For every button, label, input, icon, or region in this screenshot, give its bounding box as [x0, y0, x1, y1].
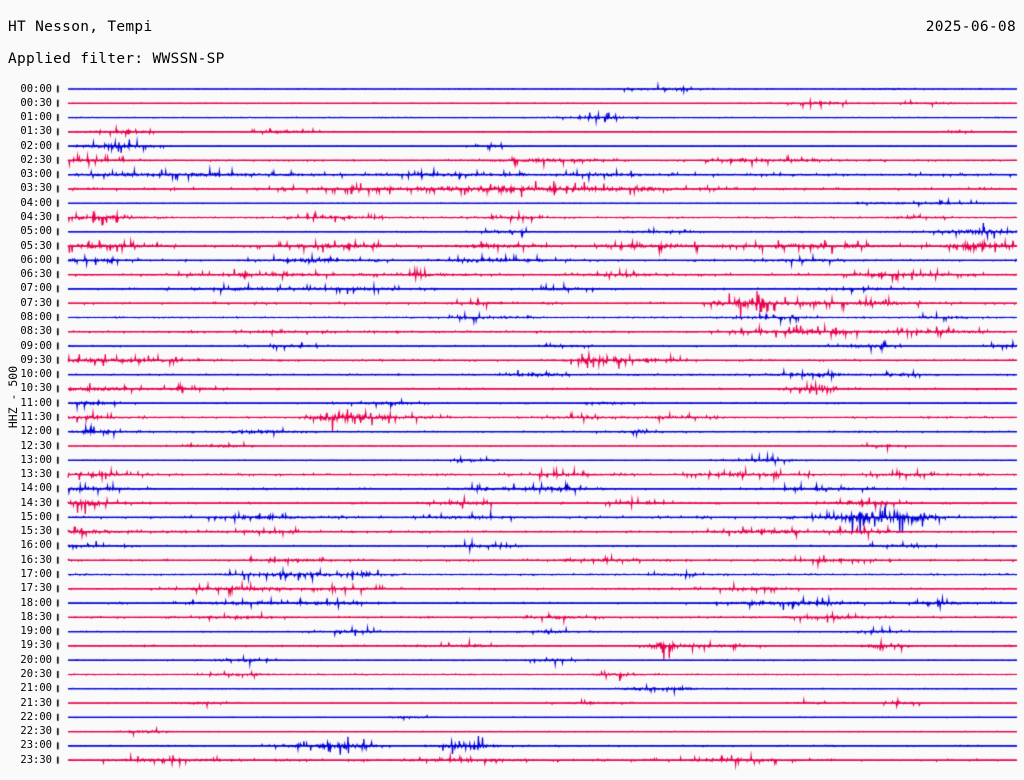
y-axis-channel-label: HHZ - 500: [6, 365, 20, 429]
time-label-14-30: 14:30: [20, 496, 52, 509]
time-label-00-30: 00:30: [20, 96, 52, 109]
time-label-06-30: 06:30: [20, 268, 52, 281]
time-label-21-00: 21:00: [20, 682, 52, 695]
time-label-09-00: 09:00: [20, 339, 52, 352]
time-label-05-30: 05:30: [20, 239, 52, 252]
time-label-14-00: 14:00: [20, 482, 52, 495]
time-label-19-30: 19:30: [20, 639, 52, 652]
time-label-01-30: 01:30: [20, 125, 52, 138]
time-label-16-00: 16:00: [20, 539, 52, 552]
time-label-03-00: 03:00: [20, 168, 52, 181]
time-label-20-00: 20:00: [20, 653, 52, 666]
time-label-12-30: 12:30: [20, 439, 52, 452]
time-label-07-00: 07:00: [20, 282, 52, 295]
time-label-15-00: 15:00: [20, 510, 52, 523]
time-label-22-30: 22:30: [20, 725, 52, 738]
time-label-22-00: 22:00: [20, 710, 52, 723]
time-label-18-00: 18:00: [20, 596, 52, 609]
time-label-12-00: 12:00: [20, 425, 52, 438]
station-title: HT Nesson, Tempi: [8, 19, 153, 35]
record-date: 2025-06-08: [925, 19, 1016, 35]
time-label-17-00: 17:00: [20, 568, 52, 581]
time-label-08-30: 08:30: [20, 325, 52, 338]
time-label-20-30: 20:30: [20, 667, 52, 680]
time-label-10-30: 10:30: [20, 382, 52, 395]
time-label-04-00: 04:00: [20, 196, 52, 209]
time-label-03-30: 03:30: [20, 182, 52, 195]
time-label-06-00: 06:00: [20, 253, 52, 266]
time-label-02-30: 02:30: [20, 153, 52, 166]
time-label-10-00: 10:00: [20, 368, 52, 381]
time-label-15-30: 15:30: [20, 525, 52, 538]
time-axis: 00:00 00:30 01:00 01:30 02:00 02:30 03:00 03:30…: [0, 0, 56, 780]
time-label-02-00: 02:00: [20, 139, 52, 152]
time-label-08-00: 08:00: [20, 310, 52, 323]
time-label-05-00: 05:00: [20, 225, 52, 238]
time-label-04-30: 04:30: [20, 211, 52, 224]
applied-filter-label: Applied filter: WWSSN-SP: [8, 51, 225, 67]
time-label-11-30: 11:30: [20, 410, 52, 423]
time-label-00-00: 00:00: [20, 82, 52, 95]
time-label-21-30: 21:30: [20, 696, 52, 709]
time-label-19-00: 19:00: [20, 625, 52, 638]
time-label-17-30: 17:30: [20, 582, 52, 595]
time-label-13-30: 13:30: [20, 468, 52, 481]
time-label-09-30: 09:30: [20, 353, 52, 366]
time-label-23-30: 23:30: [20, 753, 52, 766]
time-label-18-30: 18:30: [20, 610, 52, 623]
time-label-23-00: 23:00: [20, 739, 52, 752]
time-label-11-00: 11:00: [20, 396, 52, 409]
time-label-16-30: 16:30: [20, 553, 52, 566]
time-label-01-00: 01:00: [20, 111, 52, 124]
time-label-13-00: 13:00: [20, 453, 52, 466]
time-label-07-30: 07:30: [20, 296, 52, 309]
